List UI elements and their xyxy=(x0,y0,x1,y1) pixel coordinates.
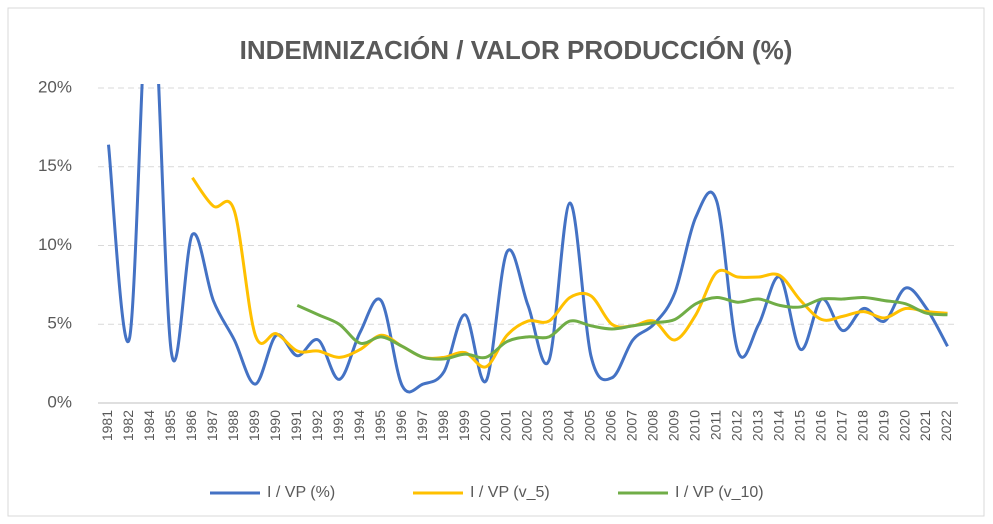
chart-border xyxy=(7,7,985,517)
legend-label: I / VP (v_10) xyxy=(675,484,764,501)
x-tick-label: 1992 xyxy=(309,410,325,441)
x-tick-label: 1993 xyxy=(330,410,346,441)
x-tick-label: 1985 xyxy=(162,410,178,441)
x-tick-label: 2000 xyxy=(477,410,493,441)
y-tick-label: 5% xyxy=(47,314,72,333)
x-tick-label: 2007 xyxy=(624,410,640,441)
plot-area xyxy=(106,84,949,394)
x-tick-label: 2011 xyxy=(707,410,723,440)
x-tick-label: 2003 xyxy=(540,410,556,441)
x-tick-label: 1982 xyxy=(120,410,136,441)
y-tick-label: 0% xyxy=(47,392,72,411)
x-tick-label: 2001 xyxy=(498,410,514,441)
x-tick-label: 1996 xyxy=(393,410,409,441)
x-tick-label: 1981 xyxy=(99,410,115,441)
x-tick-label: 2008 xyxy=(645,410,661,441)
x-tick-label: 2005 xyxy=(582,410,598,441)
x-tick-label: 1991 xyxy=(288,410,304,441)
x-tick-label: 1987 xyxy=(204,410,220,441)
x-tick-label: 2013 xyxy=(749,410,765,441)
series-line xyxy=(296,295,948,361)
x-tick-label: 1988 xyxy=(225,410,241,441)
x-tick-label: 2015 xyxy=(791,410,807,441)
x-tick-label: 2012 xyxy=(728,410,744,441)
x-tick-label: 1986 xyxy=(183,410,199,441)
x-tick-label: 2016 xyxy=(812,410,828,441)
x-tick-label: 1994 xyxy=(351,410,367,441)
x-tick-label: 2022 xyxy=(938,410,954,441)
x-tick-label: 2019 xyxy=(875,410,891,441)
x-tick-label: 2002 xyxy=(519,410,535,441)
x-tick-label: 2014 xyxy=(770,410,786,441)
x-tick-label: 1995 xyxy=(372,410,388,441)
legend-label: I / VP (v_5) xyxy=(470,484,550,501)
series-line xyxy=(106,84,949,394)
series-line xyxy=(191,176,948,369)
y-tick-label: 20% xyxy=(38,77,72,96)
x-tick-label: 1984 xyxy=(141,410,157,441)
x-tick-label: 1997 xyxy=(414,410,430,441)
x-tick-label: 2018 xyxy=(854,410,870,441)
x-tick-label: 1990 xyxy=(267,410,283,441)
legend-label: I / VP (%) xyxy=(267,484,335,501)
x-tick-label: 1998 xyxy=(435,410,451,441)
x-tick-label: 2017 xyxy=(833,410,849,441)
x-tick-label: 1999 xyxy=(456,410,472,441)
x-tick-label: 1989 xyxy=(246,410,262,441)
x-tick-label: 2021 xyxy=(917,410,933,441)
x-tick-label: 2004 xyxy=(561,410,577,441)
y-tick-label: 10% xyxy=(38,235,72,254)
x-tick-label: 2009 xyxy=(666,410,682,441)
x-tick-label: 2006 xyxy=(603,410,619,441)
x-tick-label: 2020 xyxy=(896,410,912,441)
y-tick-label: 15% xyxy=(38,156,72,175)
chart-title: INDEMNIZACIÓN / VALOR PRODUCCIÓN (%) xyxy=(240,35,793,65)
x-tick-label: 2010 xyxy=(687,410,703,441)
